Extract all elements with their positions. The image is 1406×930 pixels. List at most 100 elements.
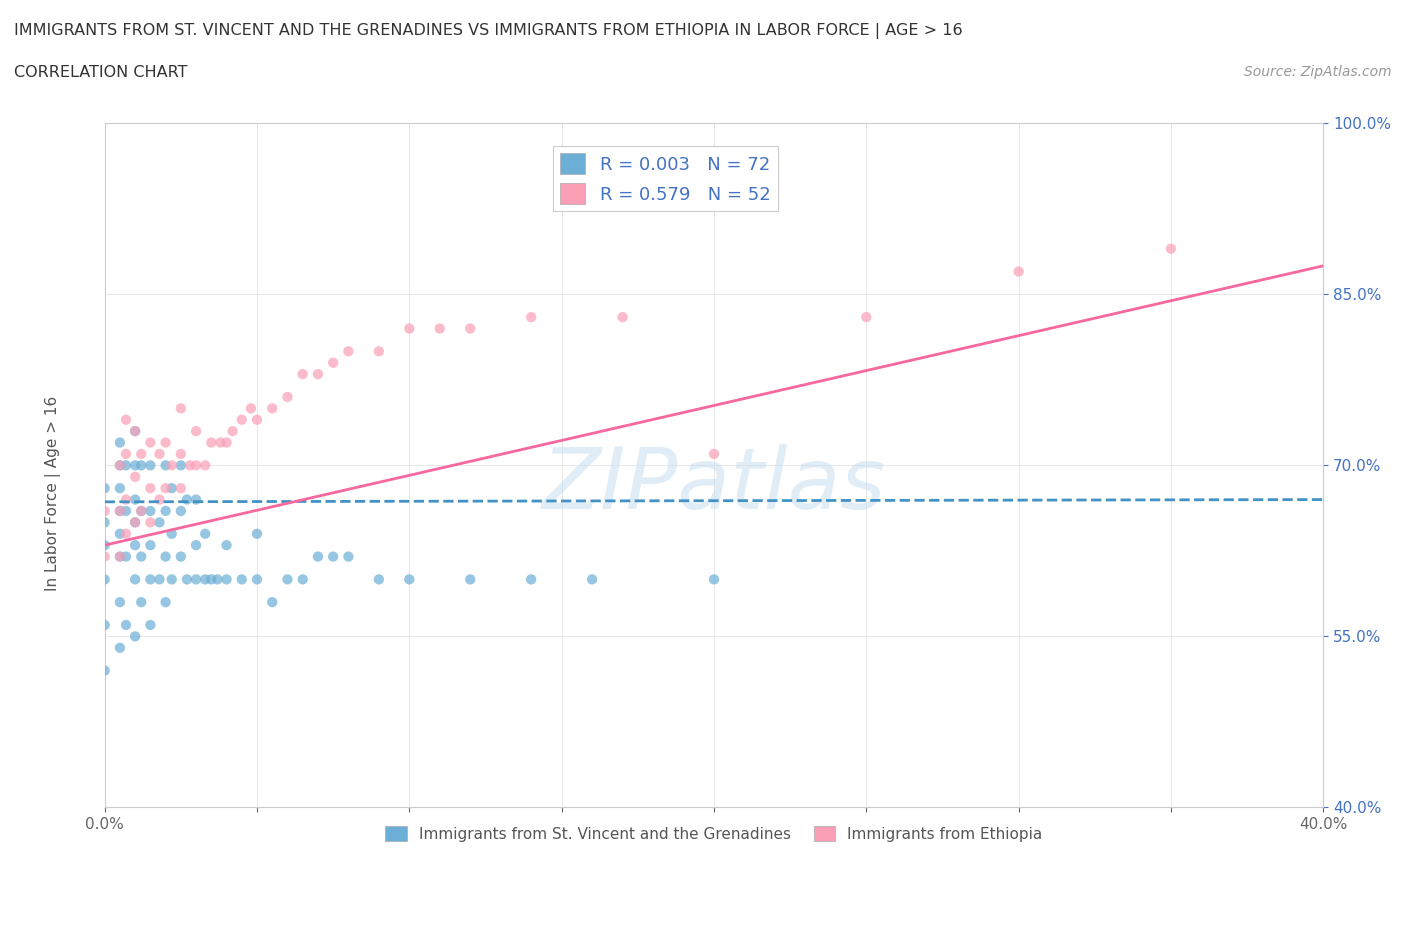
Point	[246, 526, 269, 541]
Point	[367, 344, 389, 359]
Point	[160, 481, 183, 496]
Point	[246, 412, 269, 427]
Point	[855, 310, 877, 325]
Point	[124, 424, 146, 439]
Point	[209, 435, 232, 450]
Point	[139, 618, 162, 632]
Point	[148, 572, 170, 587]
Point	[155, 481, 177, 496]
Point	[155, 549, 177, 564]
Point	[108, 641, 131, 656]
Point	[262, 401, 284, 416]
Point	[322, 355, 344, 370]
Text: IMMIGRANTS FROM ST. VINCENT AND THE GRENADINES VS IMMIGRANTS FROM ETHIOPIA IN LA: IMMIGRANTS FROM ST. VINCENT AND THE GREN…	[14, 23, 963, 39]
Point	[231, 412, 253, 427]
Point	[108, 435, 131, 450]
Point	[307, 549, 329, 564]
Point	[1007, 264, 1029, 279]
Point	[124, 492, 146, 507]
Point	[176, 572, 198, 587]
Point	[129, 503, 152, 518]
Point	[1160, 241, 1182, 256]
Point	[170, 503, 193, 518]
Point	[124, 458, 146, 472]
Point	[367, 572, 389, 587]
Point	[194, 526, 217, 541]
Point	[115, 458, 138, 472]
Point	[108, 595, 131, 610]
Point	[207, 572, 229, 587]
Point	[139, 538, 162, 552]
Point	[115, 446, 138, 461]
Point	[179, 458, 201, 472]
Point	[276, 572, 298, 587]
Point	[124, 515, 146, 530]
Point	[215, 572, 238, 587]
Point	[115, 618, 138, 632]
Point	[246, 572, 269, 587]
Point	[124, 515, 146, 530]
Point	[322, 549, 344, 564]
Point	[307, 366, 329, 381]
Point	[129, 458, 152, 472]
Text: ZIPatlas: ZIPatlas	[541, 445, 886, 527]
Point	[520, 572, 543, 587]
Text: In Labor Force | Age > 16: In Labor Force | Age > 16	[45, 395, 62, 591]
Point	[458, 321, 481, 336]
Point	[170, 481, 193, 496]
Point	[398, 572, 420, 587]
Point	[129, 549, 152, 564]
Point	[115, 492, 138, 507]
Point	[155, 595, 177, 610]
Point	[139, 481, 162, 496]
Point	[93, 515, 115, 530]
Point	[108, 549, 131, 564]
Point	[398, 321, 420, 336]
Point	[221, 424, 243, 439]
Point	[124, 470, 146, 485]
Point	[108, 458, 131, 472]
Point	[160, 572, 183, 587]
Text: Source: ZipAtlas.com: Source: ZipAtlas.com	[1244, 65, 1392, 79]
Point	[170, 446, 193, 461]
Point	[170, 549, 193, 564]
Point	[160, 526, 183, 541]
Point	[124, 538, 146, 552]
Point	[93, 572, 115, 587]
Point	[276, 390, 298, 405]
Point	[124, 424, 146, 439]
Point	[703, 572, 725, 587]
Point	[108, 458, 131, 472]
Legend: Immigrants from St. Vincent and the Grenadines, Immigrants from Ethiopia: Immigrants from St. Vincent and the Gren…	[380, 819, 1049, 847]
Point	[291, 366, 314, 381]
Point	[148, 446, 170, 461]
Point	[108, 526, 131, 541]
Point	[160, 458, 183, 472]
Point	[194, 458, 217, 472]
Point	[139, 572, 162, 587]
Point	[155, 503, 177, 518]
Text: CORRELATION CHART: CORRELATION CHART	[14, 65, 187, 80]
Point	[148, 492, 170, 507]
Point	[129, 503, 152, 518]
Point	[458, 572, 481, 587]
Point	[108, 549, 131, 564]
Point	[93, 549, 115, 564]
Point	[148, 515, 170, 530]
Point	[215, 538, 238, 552]
Point	[184, 458, 207, 472]
Point	[520, 310, 543, 325]
Point	[703, 446, 725, 461]
Point	[115, 526, 138, 541]
Point	[239, 401, 262, 416]
Point	[612, 310, 634, 325]
Point	[129, 595, 152, 610]
Point	[115, 412, 138, 427]
Point	[93, 663, 115, 678]
Point	[176, 492, 198, 507]
Point	[108, 481, 131, 496]
Point	[184, 424, 207, 439]
Point	[200, 435, 222, 450]
Point	[291, 572, 314, 587]
Point	[170, 401, 193, 416]
